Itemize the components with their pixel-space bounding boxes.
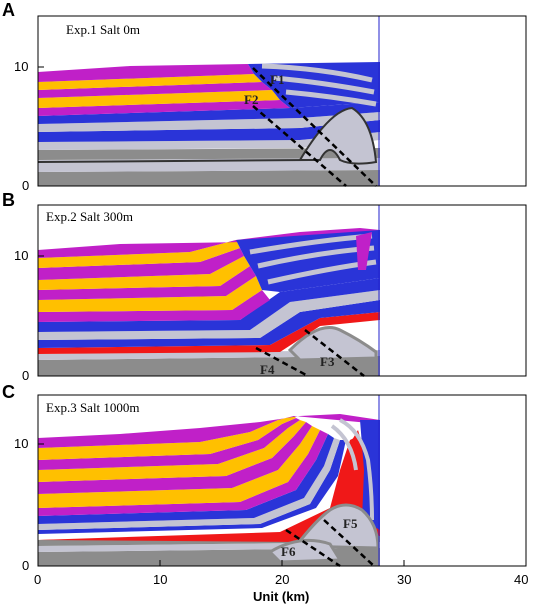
fold-zone-stripe-3 [285,89,377,107]
layer-blue-1 [38,300,380,348]
x-axis: 0 10 20 30 40 Unit (km) [34,560,528,604]
panel-b-ytick-label-10: 10 [14,248,28,263]
panel-a-letter: A [2,0,15,20]
xtick-label-0: 0 [34,572,41,587]
panel-b-frame [37,204,527,377]
panel-b-title: Exp.2 Salt 300m [46,209,133,224]
layer-magenta-1 [38,430,328,516]
fold-zone-blue [236,230,380,292]
layer-yellow-1 [38,426,320,508]
fault-label-f3: F3 [320,354,335,369]
fault-f2-line [252,105,347,187]
layer-gray-bottom [38,170,380,186]
diapir-structure-b [287,326,378,362]
panel-c: F5 F6 Exp.3 Salt 1000m C 0 10 [2,382,527,573]
layer-magenta-2 [38,422,312,494]
x-axis-title: Unit (km) [253,589,309,604]
xtick-label-10: 10 [153,572,167,587]
layer-lightgray-3 [38,112,380,132]
panel-b-ytick-label-0: 0 [22,368,29,383]
fault-f5-line [323,519,375,567]
panel-b: F3 F4 Exp.2 Salt 300m B 0 10 [2,190,527,383]
fault-label-f5: F5 [343,516,358,531]
layer-magenta-3 [38,248,244,280]
layer-gray-1 [38,148,380,160]
panel-c-title: Exp.3 Salt 1000m [46,400,140,415]
fold-zone-stripe-2 [330,424,358,471]
layer-magenta-top [38,414,380,448]
layer-gray-bottom [38,356,380,376]
layer-yellow-2 [38,420,306,482]
panel-a-frame [37,15,527,187]
layer-magenta-top [38,228,380,258]
panel-a-ytick-label-0: 0 [22,178,29,193]
fold-magenta-wedge [356,232,372,270]
xtick-label-40: 40 [514,572,528,587]
layer-yellow-2 [38,256,250,290]
layer-lightgray-2 [38,290,380,340]
panel-c-letter: C [2,382,15,402]
layer-magenta-3 [38,418,300,470]
layer-magenta-1 [38,100,290,116]
fault-f6-line [285,528,341,568]
diapir-structure-c [293,503,380,550]
layer-blue-2 [38,278,380,332]
layer-yellow-3 [38,240,240,268]
salt-outline-a [38,159,311,163]
panel-a: F1 F2 Exp.1 Salt 0m A 0 10 [2,0,527,193]
layer-yellow-1 [38,90,280,108]
diapir-lower-c [267,538,343,564]
fold-zone-stripe [339,418,374,521]
layer-yellow-2 [38,74,262,90]
xtick-label-30: 30 [397,572,411,587]
fault-label-f6: F6 [281,544,296,559]
fault-f1-line [252,67,377,187]
panel-c-ytick-label-0: 0 [22,558,29,573]
diapir-structure-a [298,106,378,165]
layer-magenta-2 [38,266,256,300]
xtick-label-20: 20 [275,572,289,587]
panel-c-layers [38,414,380,566]
panel-a-title: Exp.1 Salt 0m [66,22,140,37]
fault-f3-line [304,329,365,377]
layer-yellow-3 [38,416,296,460]
layer-blue-2 [38,102,380,124]
panel-b-layers [38,228,380,376]
fault-label-f2: F2 [244,92,258,107]
layer-lightgray-2 [38,132,380,150]
layer-magenta-1 [38,290,270,322]
fault-label-f4: F4 [260,362,275,377]
layer-yellow-1 [38,276,262,312]
layer-magenta-2 [38,82,272,98]
panel-a-layers [38,62,380,186]
fold-zone-stripe-2 [273,75,375,95]
panel-a-ytick-label-10: 10 [14,59,28,74]
panel-b-letter: B [2,190,15,210]
layer-blue-1 [38,120,380,142]
layer-red-salt [38,312,380,354]
panel-c-ytick-label-10: 10 [14,436,28,451]
fold-zone-stripe-1 [261,63,373,83]
fault-label-f1: F1 [270,72,284,87]
layer-magenta-top [38,64,254,82]
